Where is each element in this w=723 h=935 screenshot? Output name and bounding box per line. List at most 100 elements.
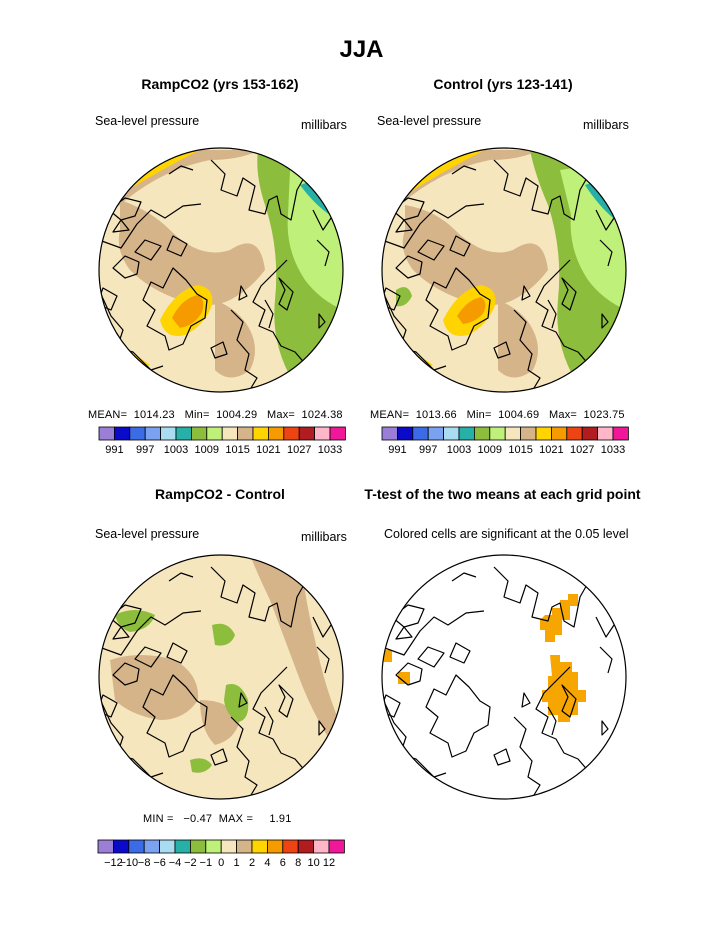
panel-3-title: RampCO2 - Control [155, 486, 285, 502]
colorbar-1-swatch-10 [252, 426, 269, 441]
colorbar-3-tick-label: 10 [307, 857, 319, 869]
colorbar-2-tick-label: 1015 [508, 444, 532, 456]
colorbar-3-swatch-2 [128, 839, 145, 854]
colorbar-3-tick-label: 12 [323, 857, 335, 869]
colorbar-3-tick-label: −12 [104, 857, 123, 869]
colorbar-1-tick-label: 1027 [287, 444, 311, 456]
colorbar-2-tick-label: 1027 [570, 444, 594, 456]
panel-3-stats: MIN = −0.47 MAX = 1.91 [143, 813, 292, 825]
figure-title: JJA [339, 36, 384, 63]
colorbar-1-swatch-12 [283, 426, 300, 441]
panel-2-subtitle: Sea-level pressure [377, 114, 482, 128]
panel-3-subtitle: Sea-level pressure [95, 527, 200, 541]
colorbar-1-swatch-5 [175, 426, 192, 441]
colorbar-2-swatch-15 [612, 426, 629, 441]
colorbar-2-swatch-2 [412, 426, 429, 441]
colorbar-3-tick-label: 0 [218, 857, 224, 869]
colorbar-2-tick-label: 1003 [447, 444, 471, 456]
colorbar-3-tick-label: −8 [138, 857, 151, 869]
colorbar-3-swatch-7 [205, 839, 222, 854]
colorbar-1-tick-label: 1033 [318, 444, 342, 456]
panel-1-units: millibars [301, 118, 347, 132]
colorbar-1-swatch-1 [114, 426, 131, 441]
colorbar-3-tick-label: 4 [264, 857, 270, 869]
colorbar-3-swatch-5 [174, 839, 191, 854]
colorbar-1-swatch-6 [190, 426, 208, 441]
colorbar-3-swatch-1 [113, 839, 130, 854]
colorbar-2-swatch-7 [489, 426, 506, 441]
colorbar-2-swatch-4 [443, 426, 460, 441]
colorbar-3-tick-label: 1 [234, 857, 240, 869]
colorbar-3-swatch-13 [297, 839, 315, 854]
colorbar-3-swatch-14 [313, 839, 330, 854]
colorbar-3-swatch-3 [143, 839, 160, 854]
colorbar-2-tick-label: 1009 [478, 444, 502, 456]
colorbar-2-swatch-3 [427, 426, 445, 441]
colorbar-1-swatch-11 [267, 426, 285, 441]
colorbar-3-tick-label: −6 [153, 857, 166, 869]
colorbar-1-swatch-8 [221, 426, 238, 441]
colorbar-1-swatch-15 [329, 426, 346, 441]
colorbar-2-tick-label: 1021 [539, 444, 563, 456]
colorbar-1-swatch-0 [98, 426, 115, 441]
colorbar-1-swatch-13 [298, 426, 316, 441]
colorbar-1-tick-label: 1003 [164, 444, 188, 456]
panel-2-stats: MEAN= 1013.66 Min= 1004.69 Max= 1023.75 [370, 409, 625, 421]
panel-1-stats: MEAN= 1014.23 Min= 1004.29 Max= 1024.38 [88, 409, 343, 421]
colorbar-3-tick-label: −2 [184, 857, 197, 869]
colorbar-3-swatch-6 [189, 839, 207, 854]
colorbar-1-tick-label: 1015 [225, 444, 249, 456]
colorbar-2-swatch-12 [566, 426, 583, 441]
colorbar-2-swatch-5 [458, 426, 475, 441]
panel-3-units: millibars [301, 530, 347, 544]
colorbar-2-swatch-0 [381, 426, 398, 441]
panel-4-title: T-test of the two means at each grid poi… [364, 486, 641, 502]
colorbar-3-swatch-11 [266, 839, 284, 854]
panel-4-subtitle: Colored cells are significant at the 0.0… [384, 527, 629, 541]
colorbar-1-tick-label: 1009 [195, 444, 219, 456]
colorbar-2-swatch-14 [597, 426, 614, 441]
colorbar-2-swatch-10 [535, 426, 552, 441]
panel-4-map [381, 554, 627, 800]
significant-cells-east [540, 594, 578, 642]
colorbar-2-tick-label: 997 [419, 444, 437, 456]
colorbar-1-tick-label: 1021 [256, 444, 280, 456]
colorbar-2-swatch-9 [520, 426, 537, 441]
colorbar-1-swatch-4 [160, 426, 177, 441]
panel-1-map [98, 147, 344, 393]
colorbar-2-swatch-1 [396, 426, 414, 441]
colorbar-panel-3: −12−10 −8 −6 −4 −2 −1 0 1 2 4 6 8 10 12 [97, 839, 345, 869]
panel-1-title: RampCO2 (yrs 153-162) [141, 76, 299, 92]
colorbar-panel-1: 991 997 1003 1009 1015 1021 1027 1033 [98, 426, 346, 456]
colorbar-3-tick-label: 6 [280, 857, 286, 869]
panel-3-map [98, 554, 344, 800]
colorbar-1-tick-label: 991 [105, 444, 123, 456]
colorbar-3-swatch-0 [97, 839, 114, 854]
colorbar-2-tick-label: 991 [388, 444, 406, 456]
colorbar-3-swatch-12 [282, 839, 299, 854]
colorbar-3-tick-label: −1 [200, 857, 213, 869]
colorbar-3-tick-label: 2 [249, 857, 255, 869]
colorbar-2-tick-label: 1033 [601, 444, 625, 456]
colorbar-3-swatch-10 [251, 839, 268, 854]
panel-2-map [381, 147, 627, 393]
colorbar-3-tick-label: 8 [295, 857, 301, 869]
colorbar-3-swatch-4 [159, 839, 176, 854]
colorbar-2-swatch-13 [581, 426, 599, 441]
panel-2-title: Control (yrs 123-141) [433, 76, 573, 92]
colorbar-1-tick-label: 997 [136, 444, 154, 456]
colorbar-3-tick-label: −10 [119, 857, 138, 869]
colorbar-3-swatch-8 [220, 839, 237, 854]
colorbar-2-swatch-11 [551, 426, 568, 441]
panel-2-units: millibars [583, 118, 629, 132]
colorbar-3-swatch-15 [328, 839, 345, 854]
colorbar-1-swatch-9 [237, 426, 254, 441]
colorbar-1-swatch-2 [129, 426, 146, 441]
colorbar-panel-2: 991 997 1003 1009 1015 1021 1027 1033 [381, 426, 629, 456]
colorbar-3-swatch-9 [236, 839, 253, 854]
colorbar-1-swatch-14 [314, 426, 331, 441]
colorbar-2-swatch-6 [473, 426, 491, 441]
colorbar-1-swatch-3 [144, 426, 161, 441]
colorbar-2-swatch-8 [504, 426, 522, 441]
